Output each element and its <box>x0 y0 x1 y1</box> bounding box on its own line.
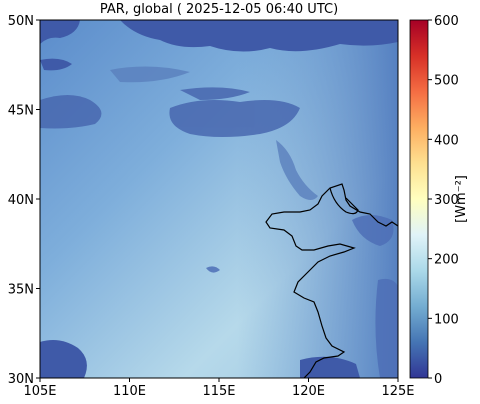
cloud-band-north <box>40 20 398 71</box>
lon-tick-label: 120E <box>292 384 325 399</box>
cloud-band-south <box>40 340 360 378</box>
lat-tick-label: 35N <box>8 283 34 298</box>
par-field <box>40 20 398 378</box>
colorbar-tick-label: 100 <box>434 312 459 327</box>
lat-tick-label: 30N <box>8 372 34 387</box>
lat-tick-label: 40N <box>8 193 34 208</box>
cloud-band-mid <box>40 87 300 137</box>
lon-tick-label: 115E <box>202 384 235 399</box>
colorbar-label: [Wm⁻²] <box>454 175 469 223</box>
lon-tick-label: 110E <box>113 384 146 399</box>
longitude-axis: 105E 110E 115E 120E 125E <box>23 378 415 399</box>
latitude-axis: 50N 45N 40N 35N 30N <box>8 14 40 387</box>
colorbar-tick-label: 0 <box>434 372 442 387</box>
colorbar-tick-label: 400 <box>434 133 459 148</box>
par-east-shade <box>40 20 398 378</box>
lat-tick-label: 50N <box>8 14 34 29</box>
lat-tick-label: 45N <box>8 104 34 119</box>
colorbar-tick-label: 300 <box>434 193 459 208</box>
map-title: PAR, global ( 2025-12-05 06:40 UTC) <box>99 2 339 17</box>
coastline-peninsula <box>329 187 359 215</box>
cloud-streaks <box>110 66 318 200</box>
colorbar-tick-label: 600 <box>434 14 459 29</box>
lon-tick-label: 125E <box>381 384 414 399</box>
cloud-patches-east <box>206 215 398 378</box>
lon-tick-label: 105E <box>23 384 56 399</box>
colorbar-tick-label: 200 <box>434 253 459 268</box>
colorbar-tick-label: 500 <box>434 74 459 89</box>
coastline <box>265 183 398 378</box>
colorbar-ticks: 600 500 400 300 200 100 0 <box>428 14 459 387</box>
colorbar <box>409 19 429 379</box>
